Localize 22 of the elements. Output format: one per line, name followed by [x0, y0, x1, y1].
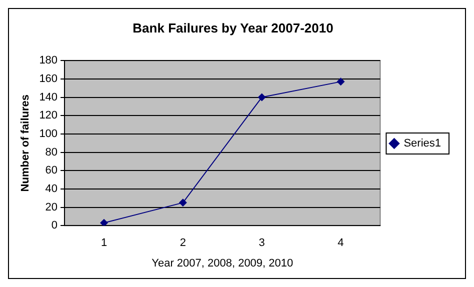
x-tick-label: 2	[180, 237, 186, 250]
y-tick-label: 160	[39, 72, 58, 85]
point	[336, 78, 345, 86]
x-tick-label: 1	[100, 237, 108, 250]
y-tick-label: 40	[45, 182, 58, 195]
point	[178, 198, 187, 207]
y-tick-label: 180	[39, 54, 58, 67]
point	[258, 93, 266, 102]
point	[100, 218, 108, 226]
y-tick-label: 120	[39, 110, 58, 122]
legend-label: Series1	[404, 138, 441, 150]
x-tick-label: 3	[258, 237, 265, 250]
x-tick-label: 4	[338, 237, 344, 250]
y-tick-label: 0	[51, 220, 58, 232]
y-tick-label: 140	[39, 91, 58, 104]
x-axis-title: Year 2007, 2008, 2009, 2010	[152, 257, 294, 270]
y-axis-title: Number of failures	[20, 94, 32, 192]
y-tick-label: 20	[45, 201, 58, 214]
y-tick-label: 100	[39, 128, 58, 140]
y-tick-label: 60	[45, 164, 58, 177]
chart-title: Bank Failures by Year 2007-2010	[132, 20, 334, 36]
y-tick-label: 80	[45, 146, 58, 158]
